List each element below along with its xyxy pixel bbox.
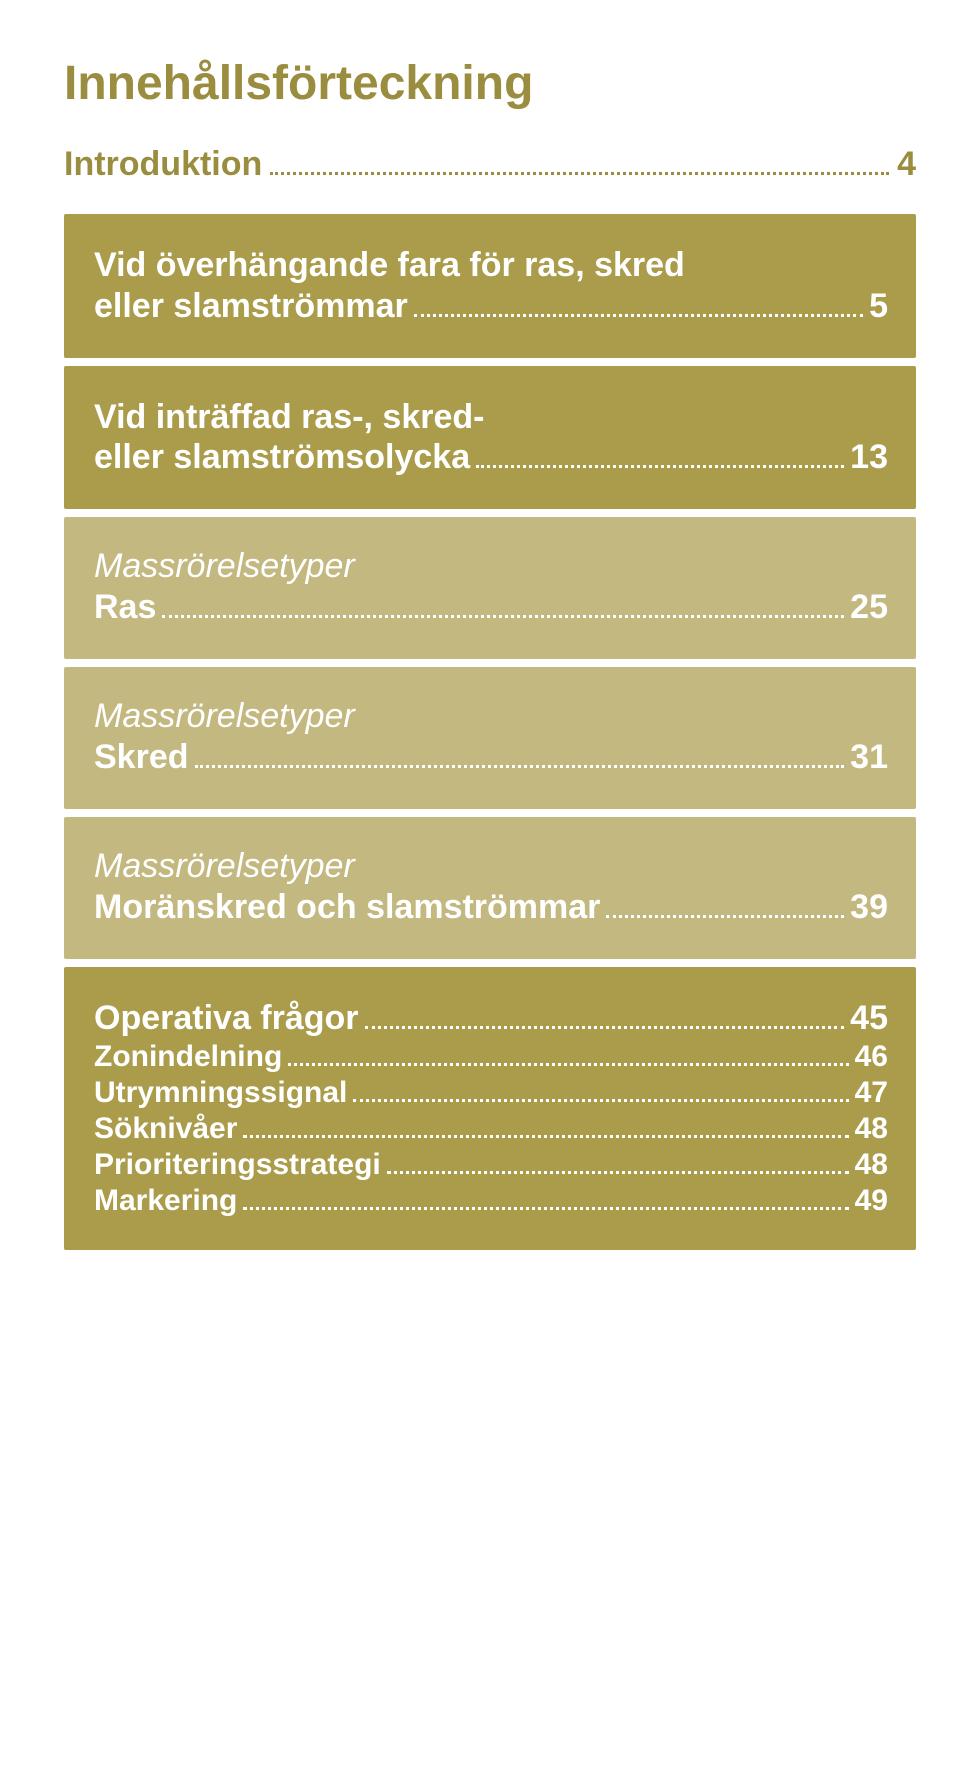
toc-row: Operativa frågor 45 <box>94 999 888 1038</box>
toc-section: Vid inträffad ras-, skred-eller slamströ… <box>64 366 916 510</box>
leader-dots <box>162 615 844 618</box>
toc-row-label-line2: eller slamströmmar <box>94 287 408 326</box>
toc-row-page: 31 <box>850 738 888 777</box>
toc-section: MassrörelsetyperSkred 31 <box>64 667 916 809</box>
leader-dots <box>243 1207 848 1210</box>
toc-row: Prioriteringsstrategi 48 <box>94 1148 888 1182</box>
toc-section: Operativa frågor45Zonindelning46Utrymnin… <box>64 967 916 1250</box>
leader-dots <box>288 1063 848 1066</box>
toc-row-label: Ras <box>94 588 156 627</box>
toc-row-label: Moränskred och slamströmmar <box>94 888 600 927</box>
toc-row-label: Utrymningssignal <box>94 1076 347 1110</box>
toc-row: Markering 49 <box>94 1184 888 1218</box>
leader-dots <box>606 915 844 918</box>
toc-row-label: Skred <box>94 738 189 777</box>
toc-row: Utrymningssignal 47 <box>94 1076 888 1110</box>
toc-row-page: 48 <box>855 1148 888 1182</box>
toc-row-label-line2: eller slamströmsolycka <box>94 438 470 477</box>
toc-row-label: Markering <box>94 1184 237 1218</box>
toc-row-page: 13 <box>850 438 888 477</box>
toc-row: Ras 25 <box>94 588 888 627</box>
toc-row-label: Söknivåer <box>94 1112 237 1146</box>
toc-row: eller slamströmmar 5 <box>94 287 888 326</box>
toc-row-page: 46 <box>855 1040 888 1074</box>
toc-row: Skred 31 <box>94 738 888 777</box>
leader-dots <box>243 1135 848 1138</box>
toc-row: Zonindelning 46 <box>94 1040 888 1074</box>
toc-row-label: Prioriteringsstrategi <box>94 1148 381 1182</box>
leader-dots <box>476 465 844 468</box>
leader-dots <box>195 765 845 768</box>
toc-section-category: Massrörelsetyper <box>94 847 888 886</box>
toc-section-category: Massrörelsetyper <box>94 547 888 586</box>
leader-dots <box>414 314 863 317</box>
toc-section-category: Massrörelsetyper <box>94 697 888 736</box>
toc-row: eller slamströmsolycka 13 <box>94 438 888 477</box>
toc-row-label-line1: Vid överhängande fara för ras, skred <box>94 244 888 287</box>
toc-row-page: 47 <box>855 1076 888 1110</box>
toc-row: Moränskred och slamströmmar 39 <box>94 888 888 927</box>
leader-dots <box>353 1099 848 1102</box>
page-title: Innehållsförteckning <box>64 56 916 111</box>
toc-row-page: 45 <box>850 999 888 1038</box>
toc-row-label: Zonindelning <box>94 1040 282 1074</box>
toc-section: MassrörelsetyperMoränskred och slamström… <box>64 817 916 959</box>
toc-row: Söknivåer 48 <box>94 1112 888 1146</box>
toc-row-label: Operativa frågor <box>94 999 359 1038</box>
toc-section: MassrörelsetyperRas 25 <box>64 517 916 659</box>
toc-row-page: 39 <box>850 888 888 927</box>
toc-intro-page: 4 <box>897 145 916 184</box>
toc-section: Vid överhängande fara för ras, skredelle… <box>64 214 916 358</box>
toc-row-label-line1: Vid inträffad ras-, skred- <box>94 396 888 439</box>
leader-dots <box>387 1171 849 1174</box>
toc-row-page: 25 <box>850 588 888 627</box>
toc-row-page: 49 <box>855 1184 888 1218</box>
toc-intro-row: Introduktion 4 <box>64 145 916 184</box>
toc-row-page: 5 <box>869 287 888 326</box>
leader-dots <box>270 172 889 175</box>
toc-intro-label: Introduktion <box>64 145 262 184</box>
toc-row-page: 48 <box>855 1112 888 1146</box>
leader-dots <box>365 1026 845 1029</box>
